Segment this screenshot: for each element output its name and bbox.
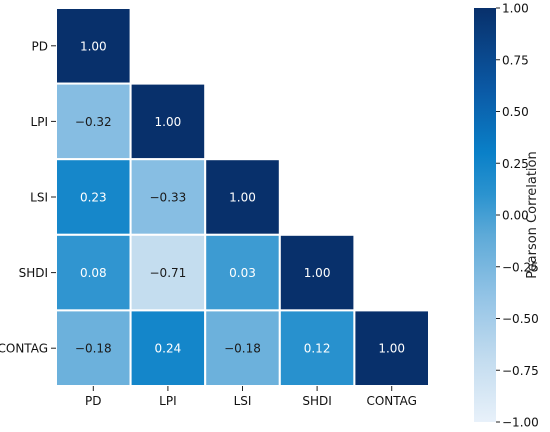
y-tick-label: SHDI bbox=[19, 266, 48, 280]
colorbar-tick-label: −0.75 bbox=[502, 364, 539, 378]
heatmap-cell-contag-shdi bbox=[278, 309, 356, 387]
heatmap-cell-contag-lpi bbox=[129, 309, 207, 387]
cell-value-label: 0.03 bbox=[229, 266, 256, 280]
colorbar-label: Pearson Correlation bbox=[525, 151, 540, 278]
y-axis: PD LPI LSI SHDI CONTAG bbox=[0, 39, 56, 356]
cell-value-label: 1.00 bbox=[229, 191, 256, 205]
colorbar-tick-label: −0.25 bbox=[502, 260, 539, 274]
heatmap-cells bbox=[55, 7, 430, 387]
x-axis: PD LPI LSI SHDI CONTAG bbox=[85, 386, 417, 408]
heatmap-value-labels: 1.00 −0.32 1.00 0.23 −0.33 1.00 0.08 −0.71 0.03 1… bbox=[75, 39, 405, 355]
cell-value-label: 0.08 bbox=[80, 266, 107, 280]
colorbar-gradient bbox=[474, 8, 496, 422]
x-tick-label: SHDI bbox=[302, 394, 331, 408]
cell-value-label: −0.18 bbox=[75, 342, 112, 356]
colorbar-tick-label: 0.75 bbox=[502, 53, 529, 67]
colorbar-tick-label: 0.50 bbox=[502, 105, 529, 119]
colorbar-ticks: 1.00 0.75 0.50 0.25 0.00 −0.25 −0.50 −0.75 −1.00 bbox=[496, 2, 539, 430]
x-tick-label: LSI bbox=[234, 394, 252, 408]
colorbar-tick-label: −1.00 bbox=[502, 416, 539, 430]
heatmap-cell-shdi-shdi bbox=[278, 233, 356, 312]
x-tick-label: LPI bbox=[159, 394, 176, 408]
colorbar-tick-label: −0.50 bbox=[502, 312, 539, 326]
cell-value-label: −0.71 bbox=[150, 266, 187, 280]
x-tick-label: CONTAG bbox=[366, 394, 417, 408]
colorbar-tick-label: 0.00 bbox=[502, 209, 529, 223]
cell-value-label: −0.32 bbox=[75, 115, 112, 129]
cell-value-label: −0.33 bbox=[150, 191, 187, 205]
heatmap-cell-shdi-lpi bbox=[129, 233, 207, 312]
colorbar: 1.00 0.75 0.50 0.25 0.00 −0.25 −0.50 −0.75 −1.00… bbox=[474, 2, 540, 430]
heatmap-cell-lsi-lsi bbox=[204, 158, 281, 236]
heatmap-cell-lpi-pd bbox=[55, 82, 132, 161]
y-tick-label: CONTAG bbox=[0, 342, 48, 356]
colorbar-tick-label: 1.00 bbox=[502, 2, 529, 16]
cell-value-label: 1.00 bbox=[304, 266, 331, 280]
colorbar-tick-label: 0.25 bbox=[502, 157, 529, 171]
y-tick-label: PD bbox=[32, 39, 48, 53]
cell-value-label: 0.12 bbox=[304, 342, 331, 356]
y-tick-label: LPI bbox=[31, 115, 48, 129]
cell-value-label: 0.24 bbox=[155, 342, 182, 356]
cell-value-label: 0.23 bbox=[80, 191, 107, 205]
cell-value-label: 1.00 bbox=[155, 115, 182, 129]
y-tick-label: LSI bbox=[30, 191, 48, 205]
cell-value-label: 1.00 bbox=[378, 342, 405, 356]
x-tick-label: PD bbox=[85, 394, 101, 408]
cell-value-label: 1.00 bbox=[80, 39, 107, 53]
cell-value-label: −0.18 bbox=[224, 342, 261, 356]
